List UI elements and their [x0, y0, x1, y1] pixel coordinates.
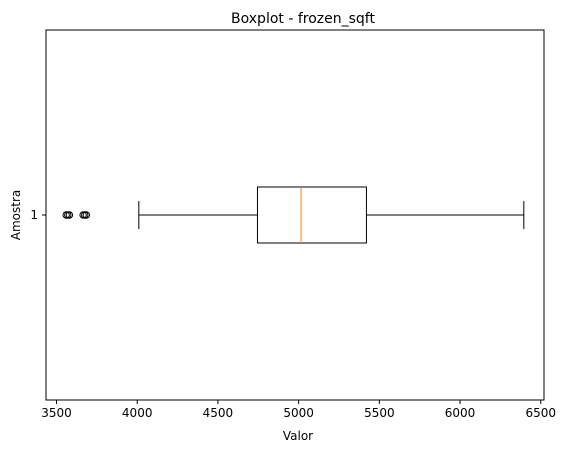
- x-axis-ticks: 3500 4000 4500 5000 5500 6000 6500: [41, 400, 556, 420]
- y-axis-ticks: 1: [30, 208, 46, 222]
- x-tick-label: 5000: [283, 406, 314, 420]
- chart-title: Boxplot - frozen_sqft: [231, 11, 375, 27]
- x-tick-label: 6000: [445, 406, 476, 420]
- x-axis-label: Valor: [283, 429, 313, 443]
- x-tick-label: 6500: [525, 406, 556, 420]
- outlier-point: [65, 211, 74, 219]
- x-tick-label: 5500: [364, 406, 395, 420]
- plot-area: 3500 4000 4500 5000 5500 6000 6500 1: [30, 29, 556, 420]
- y-axis-label: Amostra: [9, 190, 23, 240]
- y-tick-label: 1: [30, 208, 38, 222]
- box-marks: [62, 186, 525, 244]
- x-tick-label: 4000: [122, 406, 153, 420]
- x-tick-label: 4500: [203, 406, 234, 420]
- iqr-box: [256, 186, 367, 244]
- x-tick-label: 3500: [41, 406, 72, 420]
- outlier-point: [82, 211, 91, 219]
